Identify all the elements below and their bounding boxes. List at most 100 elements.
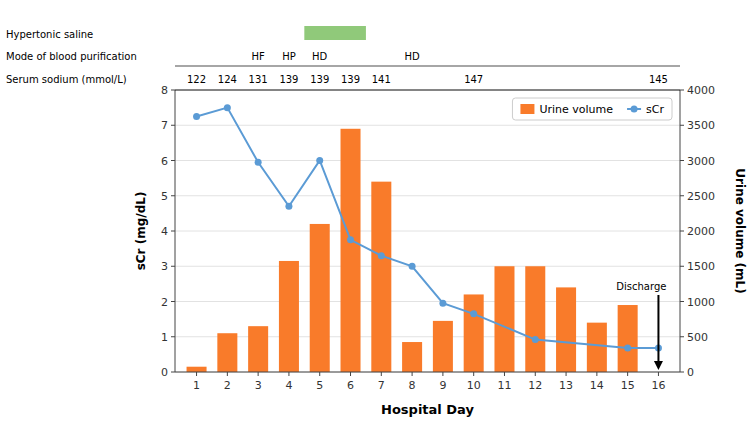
legend-swatch-marker xyxy=(631,106,638,113)
axes: 1234567891011121314151601234567805001000… xyxy=(161,84,715,392)
serum-sodium-value: 124 xyxy=(218,74,237,85)
y-tick-label: 5 xyxy=(161,190,168,203)
purification-mode: HD xyxy=(404,51,420,62)
grid-line xyxy=(175,125,680,126)
y2-tick xyxy=(680,336,684,337)
x-tick-label: 7 xyxy=(378,379,385,392)
y2-axis-label: Urine volume (mL) xyxy=(733,168,747,293)
grid-line xyxy=(175,301,680,302)
y-tick-label: 7 xyxy=(161,119,168,132)
purification-mode: HP xyxy=(282,51,296,62)
line-marker xyxy=(285,203,292,210)
y2-tick-label: 500 xyxy=(687,331,708,344)
x-tick xyxy=(196,372,197,376)
x-tick xyxy=(227,372,228,376)
bar xyxy=(587,323,607,372)
hypertonic-saline-period xyxy=(304,26,366,40)
line-marker xyxy=(439,300,446,307)
line-marker xyxy=(347,236,354,243)
bar xyxy=(618,305,638,372)
legend-swatch xyxy=(520,104,534,114)
purification-mode: HF xyxy=(251,51,265,62)
bar xyxy=(217,333,237,372)
x-axis-label: Hospital Day xyxy=(381,402,474,417)
x-tick xyxy=(627,372,628,376)
y-tick xyxy=(171,336,175,337)
line-marker xyxy=(316,157,323,164)
y2-tick-label: 3000 xyxy=(687,155,715,168)
x-tick xyxy=(596,372,597,376)
x-tick xyxy=(442,372,443,376)
bar xyxy=(371,182,391,372)
x-tick-label: 15 xyxy=(621,379,635,392)
y2-tick xyxy=(680,160,684,161)
line xyxy=(197,108,659,348)
x-tick-label: 9 xyxy=(439,379,446,392)
x-tick-label: 6 xyxy=(347,379,354,392)
y2-tick-label: 2500 xyxy=(687,190,715,203)
bar xyxy=(310,224,330,372)
annotation-arrow xyxy=(657,295,659,363)
annotation-text: Discharge xyxy=(616,281,666,292)
grid-line xyxy=(175,160,680,161)
y-axis-label: sCr (mg/dL) xyxy=(134,192,148,271)
y-tick-label: 4 xyxy=(161,225,168,238)
x-tick-label: 1 xyxy=(193,379,200,392)
y2-tick-label: 1000 xyxy=(687,296,715,309)
y-tick xyxy=(171,90,175,91)
y-tick xyxy=(171,266,175,267)
bar xyxy=(494,266,514,372)
x-tick-label: 16 xyxy=(651,379,665,392)
grid xyxy=(175,90,680,372)
y2-tick xyxy=(680,195,684,196)
legend-item: Urine volume xyxy=(520,103,613,116)
bar-series xyxy=(187,129,638,372)
y2-tick xyxy=(680,125,684,126)
y2-tick-label: 4000 xyxy=(687,84,715,97)
y2-tick xyxy=(680,266,684,267)
line-marker xyxy=(224,104,231,111)
line-marker xyxy=(193,113,200,120)
y-tick xyxy=(171,301,175,302)
x-tick xyxy=(412,372,413,376)
y-tick xyxy=(171,160,175,161)
x-tick-label: 2 xyxy=(224,379,231,392)
bar xyxy=(187,367,207,372)
chart: 1234567891011121314151601234567805001000… xyxy=(0,0,750,440)
y-tick-label: 6 xyxy=(161,155,168,168)
y2-tick-label: 1500 xyxy=(687,260,715,273)
grid-line xyxy=(175,90,680,91)
plot-area xyxy=(187,104,662,372)
y2-tick xyxy=(680,231,684,232)
x-tick xyxy=(319,372,320,376)
header-label: Serum sodium (mmol/L) xyxy=(6,74,127,85)
y-tick-label: 0 xyxy=(161,366,168,379)
header-separator xyxy=(175,66,680,67)
legend: Urine volume sCr xyxy=(512,98,672,120)
header-label: Hypertonic saline xyxy=(6,29,93,40)
legend-label: sCr xyxy=(646,103,664,116)
x-tick-label: 5 xyxy=(316,379,323,392)
x-tick xyxy=(658,372,659,376)
y2-tick-label: 2000 xyxy=(687,225,715,238)
y-tick-label: 3 xyxy=(161,260,168,273)
x-tick xyxy=(566,372,567,376)
grid-line xyxy=(175,372,680,373)
serum-sodium-value: 131 xyxy=(249,74,268,85)
bar xyxy=(248,326,268,372)
line-marker xyxy=(532,336,539,343)
y2-tick xyxy=(680,301,684,302)
y-tick xyxy=(171,231,175,232)
header: Hypertonic salineMode of blood purificat… xyxy=(6,26,680,90)
bar xyxy=(341,129,361,372)
annotation-arrowhead xyxy=(654,361,663,370)
x-tick xyxy=(258,372,259,376)
line-series xyxy=(193,104,662,351)
x-tick-label: 14 xyxy=(590,379,604,392)
y-tick xyxy=(171,125,175,126)
x-tick xyxy=(288,372,289,376)
y-tick-label: 1 xyxy=(161,331,168,344)
x-tick xyxy=(535,372,536,376)
y-tick-label: 2 xyxy=(161,296,168,309)
serum-sodium-value: 147 xyxy=(464,74,483,85)
